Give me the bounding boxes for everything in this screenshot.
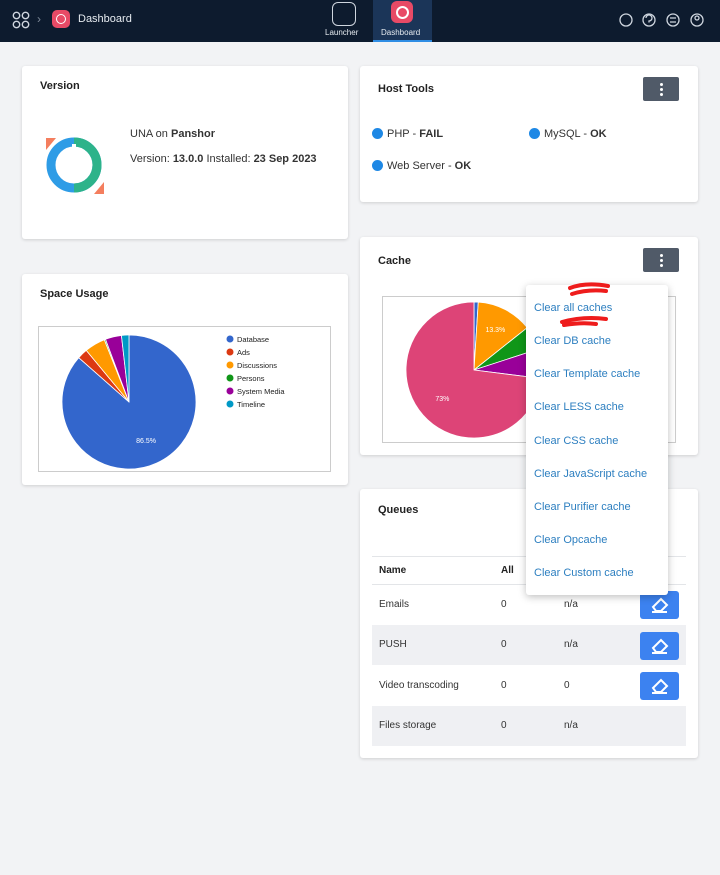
label: Version: bbox=[130, 153, 170, 165]
dashboard-icon bbox=[391, 1, 413, 23]
status: OK bbox=[454, 160, 472, 172]
card-title: Host Tools bbox=[378, 83, 435, 95]
una-logo bbox=[46, 137, 104, 194]
text: UNA on bbox=[130, 128, 168, 140]
version: 13.0.0 bbox=[172, 153, 204, 165]
menu-button[interactable] bbox=[643, 248, 679, 272]
cell: Files storage bbox=[379, 720, 437, 731]
breadcrumb: Dashboard bbox=[78, 13, 132, 25]
cell: 0 bbox=[501, 599, 507, 610]
legend-label: System Media bbox=[237, 387, 285, 396]
table-row bbox=[372, 706, 686, 746]
cell: n/a bbox=[564, 720, 578, 731]
menu-item[interactable]: Clear Custom cache bbox=[534, 567, 634, 579]
legend-swatch bbox=[226, 400, 234, 408]
host-item: Web Server - OK bbox=[372, 160, 471, 172]
cell: 0 bbox=[501, 680, 507, 691]
host-item: PHP - FAIL bbox=[372, 128, 443, 140]
menu-item[interactable]: Clear JavaScript cache bbox=[534, 468, 648, 480]
cell: 0 bbox=[501, 720, 507, 731]
red-scribble bbox=[560, 282, 610, 327]
legend-label: Discussions bbox=[237, 361, 277, 370]
cell: PUSH bbox=[379, 639, 407, 650]
clear-button[interactable] bbox=[640, 591, 679, 619]
menu-item[interactable]: Clear Opcache bbox=[534, 534, 608, 546]
clear-button[interactable] bbox=[640, 632, 679, 660]
separator: - bbox=[447, 160, 452, 172]
slice-label: 13.3% bbox=[485, 327, 505, 334]
app-icon bbox=[52, 10, 70, 28]
table-row bbox=[372, 625, 686, 665]
version-card bbox=[22, 66, 348, 239]
launcher-icon[interactable] bbox=[332, 2, 356, 26]
column-header: Name bbox=[379, 565, 407, 576]
card-title: Queues bbox=[378, 504, 419, 516]
legend-swatch bbox=[226, 387, 234, 395]
site-name: Panshor bbox=[170, 128, 215, 140]
legend-label: Ads bbox=[237, 348, 250, 357]
separator: - bbox=[412, 128, 417, 140]
label: Installed: bbox=[206, 153, 251, 165]
legend-label: Timeline bbox=[237, 400, 265, 409]
status: OK bbox=[590, 128, 607, 140]
apps-icon[interactable] bbox=[12, 11, 30, 29]
slice-label: 86.5% bbox=[136, 438, 156, 445]
clear-button[interactable] bbox=[640, 672, 679, 700]
menu-button[interactable] bbox=[643, 77, 679, 101]
card-title: Cache bbox=[378, 255, 412, 267]
card-title: Version bbox=[40, 80, 80, 92]
separator: - bbox=[583, 128, 587, 140]
cache-menu: Clear all caches Clear DB cache Clear Te… bbox=[526, 285, 668, 595]
legend-swatch bbox=[226, 348, 234, 356]
cell: 0 bbox=[501, 639, 507, 650]
menu-item[interactable]: Clear Template cache bbox=[534, 368, 641, 380]
cell: n/a bbox=[564, 599, 578, 610]
top-bar bbox=[0, 0, 720, 42]
cell: 0 bbox=[564, 680, 570, 691]
cell: Video transcoding bbox=[379, 680, 459, 691]
chart-frame bbox=[38, 326, 331, 472]
version-line: Version: 13.0.0 Installed: 23 Sep 2023 bbox=[130, 153, 317, 165]
toolbar-icons[interactable] bbox=[618, 11, 712, 29]
cell: Emails bbox=[379, 599, 410, 610]
legend-swatch bbox=[226, 361, 234, 369]
cell: n/a bbox=[564, 639, 578, 650]
pie-slice bbox=[405, 301, 542, 439]
host-item: MySQL - OK bbox=[529, 128, 607, 140]
column-header: All bbox=[501, 565, 514, 576]
slice-label: 73% bbox=[435, 396, 449, 403]
legend-label: Persons bbox=[237, 374, 265, 383]
installed-date: 23 Sep 2023 bbox=[253, 153, 317, 165]
name: MySQL bbox=[544, 128, 581, 140]
name: Web Server bbox=[387, 160, 445, 172]
pie-slice bbox=[120, 334, 130, 403]
card-title: Space Usage bbox=[40, 288, 109, 300]
status: FAIL bbox=[419, 128, 444, 140]
site-line: UNA on Panshor bbox=[130, 128, 215, 140]
menu-item[interactable]: Clear Purifier cache bbox=[534, 501, 631, 513]
chevron: › bbox=[37, 12, 41, 26]
legend-swatch bbox=[226, 335, 234, 343]
menu-item[interactable]: Clear all caches bbox=[534, 302, 613, 314]
name: PHP bbox=[387, 128, 410, 140]
menu-item[interactable]: Clear CSS cache bbox=[534, 435, 619, 447]
legend-swatch bbox=[226, 374, 234, 382]
menu-item[interactable]: Clear LESS cache bbox=[534, 401, 624, 413]
menu-item[interactable]: Clear DB cache bbox=[534, 335, 612, 347]
legend-label: Database bbox=[237, 335, 269, 344]
tab[interactable]: Launcher bbox=[325, 28, 359, 37]
tab[interactable]: Dashboard bbox=[381, 28, 421, 37]
